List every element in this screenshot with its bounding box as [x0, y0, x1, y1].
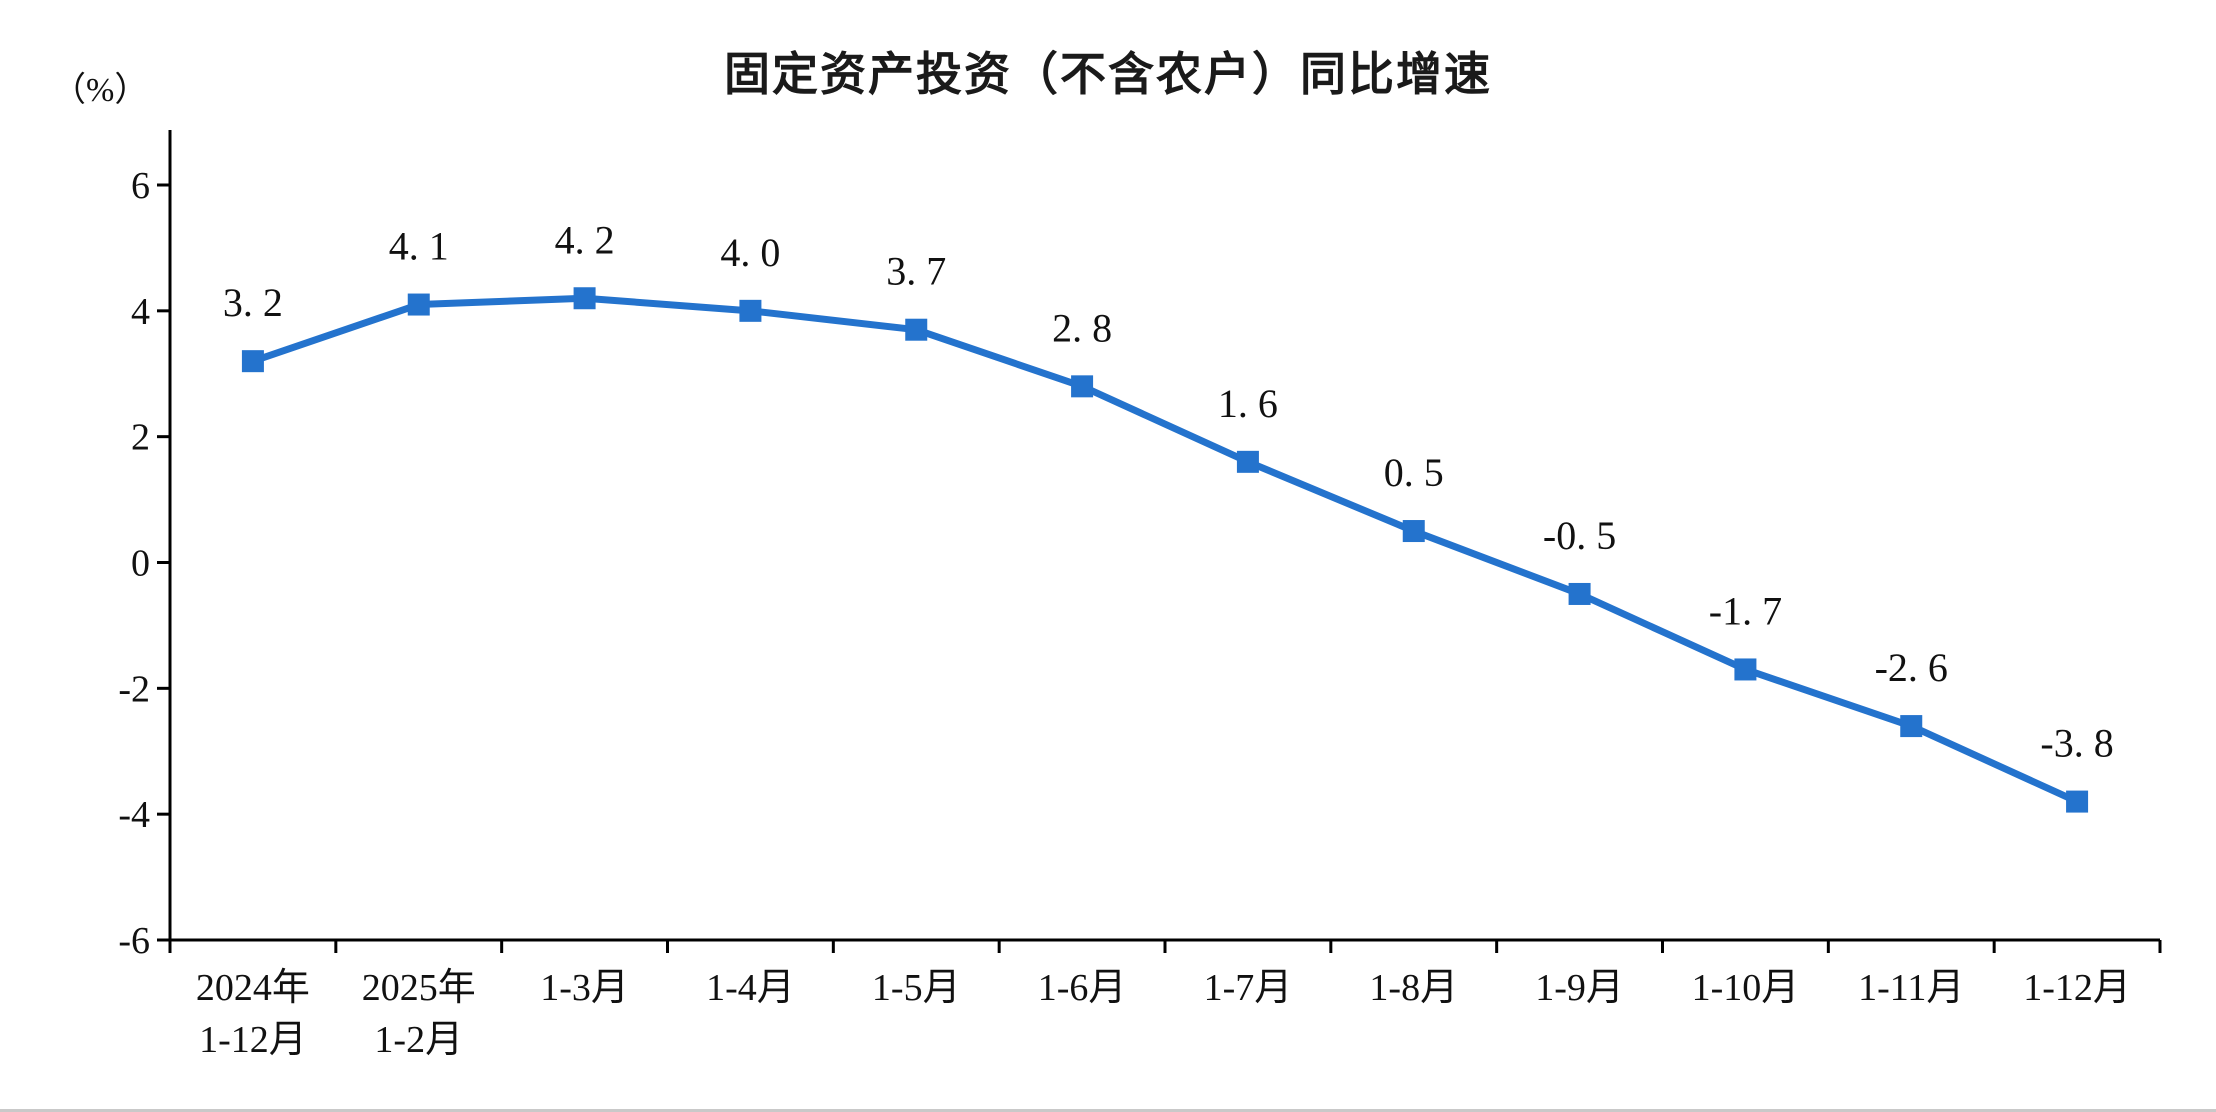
x-tick-label: 1-8月 [1369, 967, 1458, 1009]
x-tick-label: 2025年 1-2月 [362, 967, 476, 1061]
x-tick-label: 1-10月 [1692, 967, 1800, 1009]
y-tick-label: -4 [118, 794, 150, 836]
data-label: -0. 5 [1543, 513, 1616, 558]
x-tick-label: 1-11月 [1858, 967, 1964, 1009]
data-label: -2. 6 [1875, 645, 1948, 690]
y-tick-label: 2 [131, 417, 150, 459]
x-tick-label: 1-7月 [1204, 967, 1293, 1009]
data-point-marker [573, 287, 596, 310]
data-point-marker [739, 299, 762, 322]
data-point-marker [1900, 715, 1923, 738]
bottom-divider [0, 1109, 2216, 1112]
x-tick-label: 1-9月 [1535, 967, 1624, 1009]
x-tick-label: 1-4月 [706, 967, 795, 1009]
chart-title: 固定资产投资（不含农户）同比增速 [724, 48, 1492, 100]
y-tick-label: -6 [118, 920, 150, 962]
data-label: -1. 7 [1709, 588, 1782, 633]
data-point-marker [407, 293, 430, 316]
data-label: 0. 5 [1384, 450, 1444, 495]
data-point-marker [2066, 790, 2089, 813]
x-tick-label: 1-3月 [540, 967, 629, 1009]
x-tick-label: 1-6月 [1038, 967, 1127, 1009]
y-tick-label: 4 [131, 291, 150, 333]
data-label: 1. 6 [1218, 381, 1278, 426]
y-tick-label: 0 [131, 543, 150, 585]
y-axis-unit-label: （%） [52, 72, 149, 109]
plot-area: 6 4 2 0 -2 -4 -6 2024年 1-12月 2025年 1-2月 1-3月 1-4月 1-5… [118, 130, 2162, 1061]
data-label: 4. 0 [720, 230, 780, 275]
data-point-marker [1734, 658, 1757, 681]
data-point-marker [1236, 450, 1259, 473]
trend-line [249, 294, 2081, 806]
data-label: 4. 1 [389, 224, 449, 269]
data-point-marker [1402, 520, 1425, 543]
data-label: 4. 2 [555, 217, 615, 262]
data-label: 3. 2 [223, 280, 283, 325]
data-label: -3. 8 [2040, 721, 2113, 766]
x-tick-label: 1-5月 [872, 967, 961, 1009]
data-label: 3. 7 [886, 249, 946, 294]
data-point-marker [905, 318, 928, 341]
data-point-marker [241, 350, 264, 373]
data-point-marker [1071, 375, 1094, 398]
x-tick-label: 2024年 1-12月 [196, 967, 310, 1061]
x-tick-label: 1-12月 [2023, 967, 2131, 1009]
data-point-marker [1568, 582, 1591, 605]
y-tick-label: 6 [131, 165, 150, 207]
data-label: 2. 8 [1052, 305, 1112, 350]
y-tick-label: -2 [118, 668, 150, 710]
